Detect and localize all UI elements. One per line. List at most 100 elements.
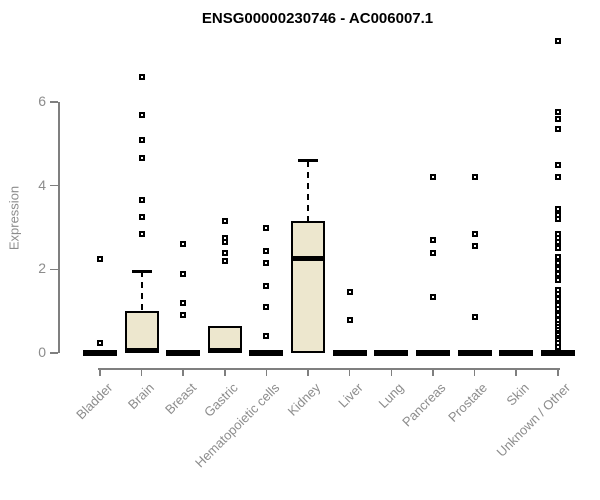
outlier-point xyxy=(429,293,436,300)
x-axis-tick xyxy=(99,368,101,376)
outlier-point xyxy=(221,218,228,225)
boxplot-whisker-cap xyxy=(131,269,152,273)
outlier-point xyxy=(138,230,145,237)
y-axis-tick xyxy=(50,268,58,271)
boxplot-median xyxy=(293,256,324,262)
boxplot-median xyxy=(415,350,450,356)
outlier-point xyxy=(429,174,436,181)
outlier-point xyxy=(554,260,561,267)
outlier-point xyxy=(221,239,228,246)
boxplot-median xyxy=(374,350,409,356)
outlier-point xyxy=(554,115,561,122)
outlier-point xyxy=(429,237,436,244)
outlier-point xyxy=(554,253,561,260)
x-tick-label: Lung xyxy=(375,380,407,412)
x-tick-label: Brain xyxy=(125,380,158,413)
x-tick-label: Prostate xyxy=(445,380,491,425)
x-tick-label: Pancreas xyxy=(399,380,449,430)
chart-title: ENSG00000230746 - AC006007.1 xyxy=(201,10,434,27)
outlier-point xyxy=(180,241,187,248)
x-tick-label: Unknown / Other xyxy=(493,380,574,460)
outlier-point xyxy=(263,283,270,290)
y-tick-label: 4 xyxy=(38,176,46,193)
x-axis-tick xyxy=(390,368,393,376)
outlier-point xyxy=(554,126,561,133)
x-tick-label: Gastric xyxy=(200,380,241,420)
outlier-point xyxy=(263,260,270,267)
x-axis-tick xyxy=(182,368,184,376)
outlier-point xyxy=(554,161,561,168)
boxplot-box xyxy=(291,221,326,353)
y-tick-label: 0 xyxy=(38,344,46,360)
outlier-point xyxy=(554,295,561,302)
outlier-point xyxy=(471,243,478,250)
x-axis-tick xyxy=(432,368,434,376)
outlier-point xyxy=(554,239,561,246)
boxplot-median xyxy=(126,347,157,353)
y-tick-label: 6 xyxy=(38,93,46,110)
x-axis-tick xyxy=(348,368,351,376)
x-axis-tick xyxy=(557,368,559,376)
y-axis-tick xyxy=(50,101,58,103)
x-axis-tick xyxy=(515,368,517,376)
x-axis-tick xyxy=(307,368,309,376)
outlier-point xyxy=(138,73,145,80)
outlier-point xyxy=(263,224,270,231)
outlier-point xyxy=(346,316,353,323)
outlier-point xyxy=(429,249,436,256)
boxplot-median xyxy=(249,350,284,356)
boxplot-whisker xyxy=(140,271,143,312)
boxplot-whisker-cap xyxy=(298,159,319,163)
outlier-point xyxy=(97,339,103,346)
outlier-point xyxy=(180,270,187,277)
x-tick-label: Skin xyxy=(503,380,532,409)
boxplot-median xyxy=(83,350,117,356)
outlier-point xyxy=(554,270,561,277)
outlier-point xyxy=(471,230,478,237)
x-axis-tick xyxy=(265,368,268,376)
outlier-point xyxy=(554,109,561,116)
y-axis-tick xyxy=(50,184,58,187)
outlier-point xyxy=(138,197,145,204)
y-axis-label: Expression xyxy=(6,185,22,251)
boxplot-median xyxy=(166,350,201,356)
y-tick-label: 2 xyxy=(38,260,46,277)
x-tick-label: Kidney xyxy=(285,380,324,419)
outlier-point xyxy=(554,245,561,252)
boxplot-median xyxy=(209,347,240,353)
outlier-point xyxy=(554,216,561,223)
outlier-point xyxy=(138,155,145,162)
outlier-point xyxy=(180,312,187,319)
y-axis xyxy=(58,102,60,353)
x-axis-tick xyxy=(140,368,143,376)
outlier-point xyxy=(554,174,561,181)
x-axis xyxy=(98,368,560,370)
x-axis-tick xyxy=(224,368,226,376)
outlier-point xyxy=(554,343,561,350)
outlier-point xyxy=(138,214,145,221)
x-tick-label: Bladder xyxy=(73,380,116,423)
outlier-point xyxy=(554,276,561,283)
outlier-point xyxy=(180,299,187,306)
outlier-point xyxy=(346,289,353,296)
outlier-point xyxy=(554,306,561,313)
outlier-point xyxy=(263,303,270,310)
boxplot-box xyxy=(124,311,159,353)
boxplot-median xyxy=(332,350,367,356)
outlier-point xyxy=(263,247,270,254)
boxplot-median xyxy=(540,350,575,356)
outlier-point xyxy=(263,333,270,340)
x-tick-label: Breast xyxy=(161,380,199,418)
outlier-point xyxy=(221,257,228,264)
outlier-point xyxy=(138,111,145,118)
outlier-point xyxy=(471,314,478,321)
outlier-point xyxy=(471,174,478,181)
outlier-point xyxy=(554,205,561,212)
x-axis-tick xyxy=(473,368,476,376)
outlier-point xyxy=(554,38,561,45)
outlier-point xyxy=(97,255,103,262)
y-axis-tick xyxy=(50,352,58,354)
boxplot-whisker xyxy=(307,160,310,222)
outlier-point xyxy=(221,249,228,256)
